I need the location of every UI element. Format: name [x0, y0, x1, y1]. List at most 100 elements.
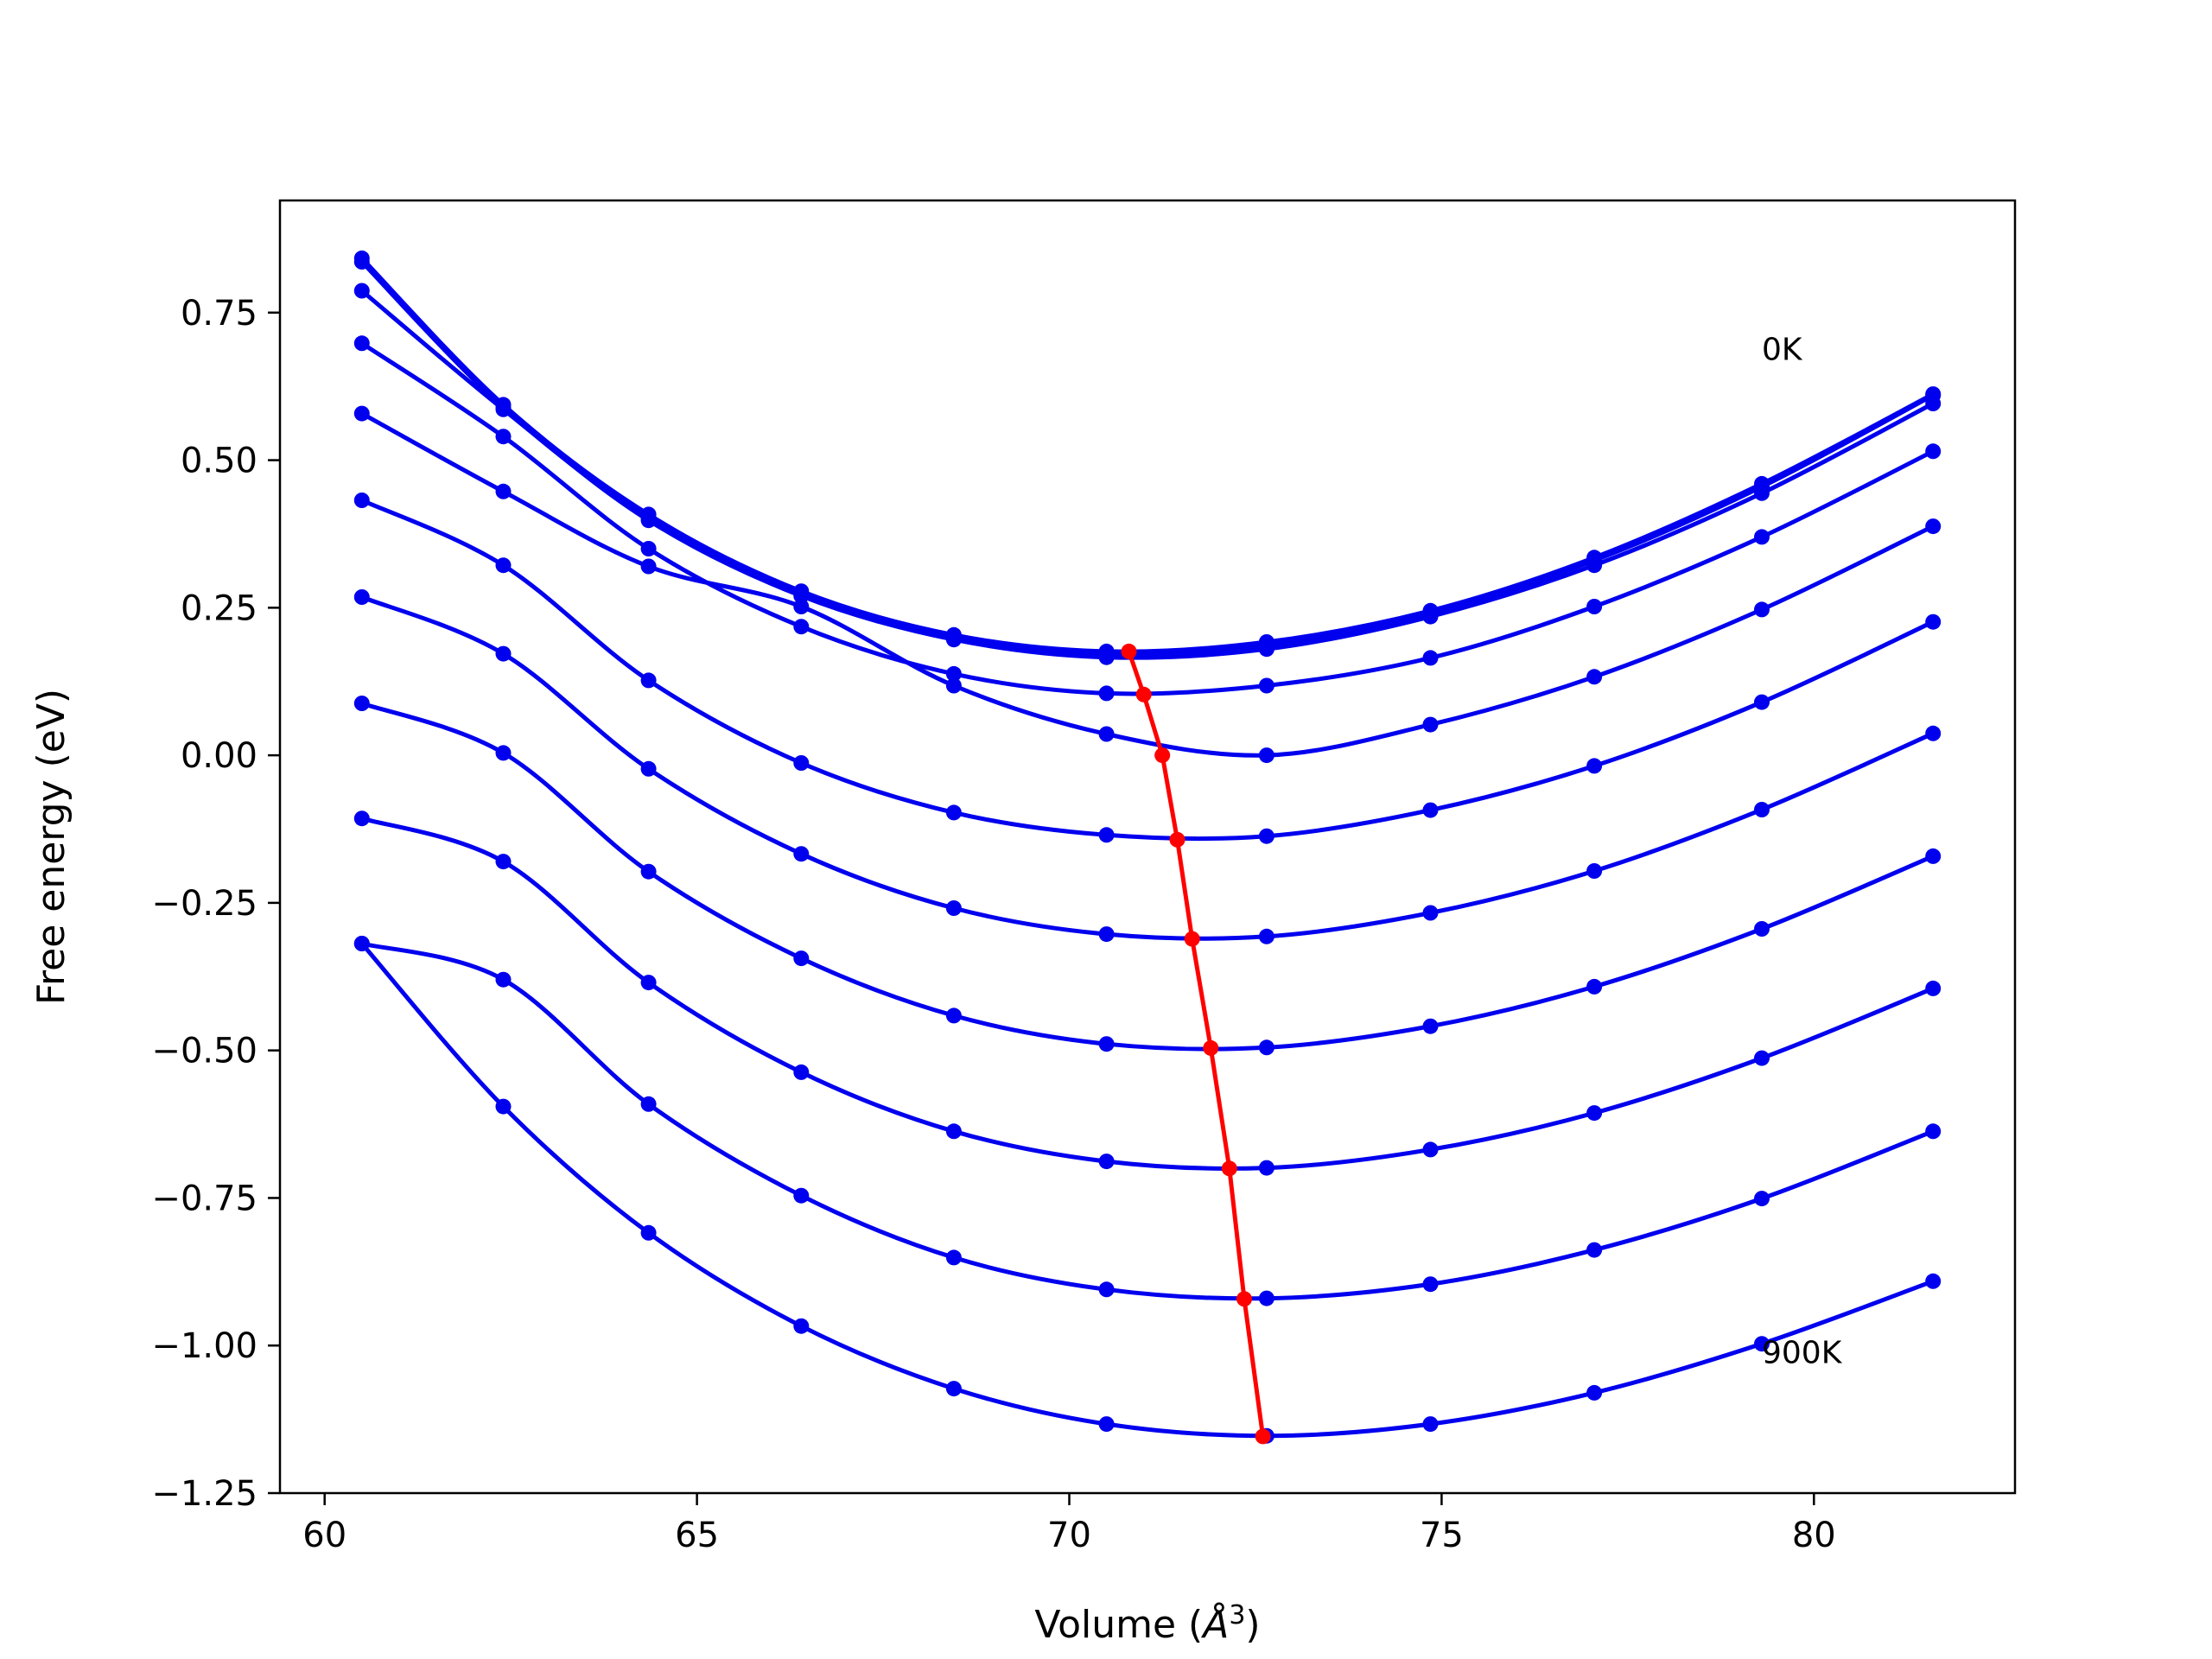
series-6-point-3: [793, 846, 810, 862]
series-2-point-7: [1422, 608, 1439, 625]
series-1-point-0: [353, 254, 370, 270]
series-9: [353, 936, 1942, 1306]
series-3-point-9: [1754, 529, 1770, 545]
y-tick-label-1: −1.00: [151, 1326, 257, 1366]
annotation-0: 0K: [1762, 332, 1803, 367]
series-9-point-2: [640, 1096, 657, 1112]
series-9-point-10: [1925, 1123, 1942, 1140]
series-3-point-6: [1258, 677, 1274, 694]
series-8-point-0: [353, 810, 370, 827]
series-8-point-9: [1754, 1050, 1770, 1066]
series-2-point-10: [1925, 396, 1942, 411]
series-9-point-9: [1754, 1191, 1770, 1207]
series-7-point-5: [1098, 1036, 1115, 1052]
series-8-point-10: [1925, 980, 1942, 996]
minima-point-7: [1236, 1291, 1252, 1307]
series-10-point-1: [495, 1098, 512, 1115]
series-7-point-2: [640, 863, 657, 880]
series-4-point-4: [945, 677, 962, 694]
series-5-point-1: [495, 557, 512, 574]
series-4-point-8: [1586, 669, 1603, 685]
series-6-point-1: [495, 645, 512, 662]
series-7-point-1: [495, 745, 512, 761]
series-6-point-0: [353, 589, 370, 605]
series-10-point-8: [1586, 1384, 1603, 1401]
series-8-point-5: [1098, 1154, 1115, 1170]
series-3-point-10: [1925, 443, 1942, 460]
minima-point-3: [1169, 831, 1185, 848]
series-10-point-0: [353, 936, 370, 951]
series-8-point-7: [1422, 1141, 1439, 1158]
series-7-point-4: [945, 1007, 962, 1024]
minima-point-8: [1255, 1428, 1271, 1445]
series-9-line: [361, 941, 1935, 1301]
series-10-point-9: [1754, 1336, 1770, 1352]
series-2: [353, 283, 1942, 665]
y-tick-label-2: −0.75: [151, 1179, 257, 1218]
series-7-point-0: [353, 696, 370, 711]
series-5-point-5: [1098, 827, 1115, 843]
series-0: [353, 250, 1942, 659]
x-axis-label: Volume (Å3): [1034, 1600, 1260, 1647]
series-10-point-7: [1422, 1416, 1439, 1433]
series-8: [353, 810, 1942, 1176]
minima-point-5: [1203, 1039, 1219, 1056]
series-6-point-7: [1422, 905, 1439, 921]
series-5-point-2: [640, 672, 657, 689]
series-5-point-7: [1422, 802, 1439, 818]
series-7: [353, 696, 1942, 1056]
series-9-point-3: [793, 1187, 810, 1204]
x-axis-label-exponent: 3: [1229, 1600, 1245, 1630]
series-8-point-3: [793, 1064, 810, 1080]
series-4-point-6: [1258, 747, 1274, 764]
series-10: [353, 936, 1942, 1444]
series-9-point-8: [1586, 1242, 1603, 1258]
series-5-line: [360, 498, 1935, 842]
series-7-point-10: [1925, 848, 1942, 864]
x-axis-label-main: Volume (: [1034, 1603, 1203, 1647]
x-tick-label-3: 75: [1420, 1516, 1464, 1555]
minima-series: [1121, 643, 1271, 1445]
series-5: [353, 493, 1942, 844]
series-8-point-1: [495, 854, 512, 870]
series-6-line: [360, 594, 1935, 941]
minima-point-0: [1121, 643, 1137, 659]
series-10-point-2: [640, 1224, 657, 1241]
y-tick-label-3: −0.50: [151, 1032, 257, 1071]
series-2-point-8: [1586, 557, 1603, 574]
x-tick-label-2: 70: [1047, 1516, 1091, 1555]
minima-point-2: [1154, 747, 1171, 764]
series-5-point-6: [1258, 828, 1274, 844]
series-3-point-4: [945, 665, 962, 682]
series-5-point-10: [1925, 613, 1942, 630]
series-2-line: [360, 289, 1935, 660]
series-6-point-2: [640, 760, 657, 777]
series-10-point-3: [793, 1318, 810, 1334]
series-8-point-4: [945, 1123, 962, 1140]
series-8-point-2: [640, 975, 657, 991]
series-1-line: [360, 260, 1935, 658]
series-4: [353, 405, 1942, 764]
series-2-point-5: [1098, 649, 1115, 665]
series-3-point-8: [1586, 599, 1603, 614]
series-4-point-5: [1098, 726, 1115, 742]
series-5-point-9: [1754, 694, 1770, 710]
series-4-point-7: [1422, 716, 1439, 733]
series-9-point-4: [945, 1249, 962, 1266]
series-0-line: [360, 257, 1935, 654]
x-axis-label-close: ): [1245, 1603, 1260, 1647]
series-3-point-2: [640, 541, 657, 556]
series-2-point-2: [640, 512, 657, 529]
series-5-point-0: [353, 493, 370, 508]
series-6-point-8: [1586, 863, 1603, 879]
series-7-point-8: [1586, 978, 1603, 995]
curve-annotations: 0K 900K: [1762, 332, 1843, 1370]
series-8-point-8: [1586, 1105, 1603, 1122]
series-3: [353, 335, 1942, 702]
series-7-point-6: [1258, 1039, 1274, 1056]
y-tick-label-4: −0.25: [151, 884, 257, 924]
y-tick-label-6: 0.25: [181, 588, 257, 628]
series-3-point-3: [793, 619, 810, 635]
x-tick-label-4: 80: [1792, 1516, 1836, 1555]
